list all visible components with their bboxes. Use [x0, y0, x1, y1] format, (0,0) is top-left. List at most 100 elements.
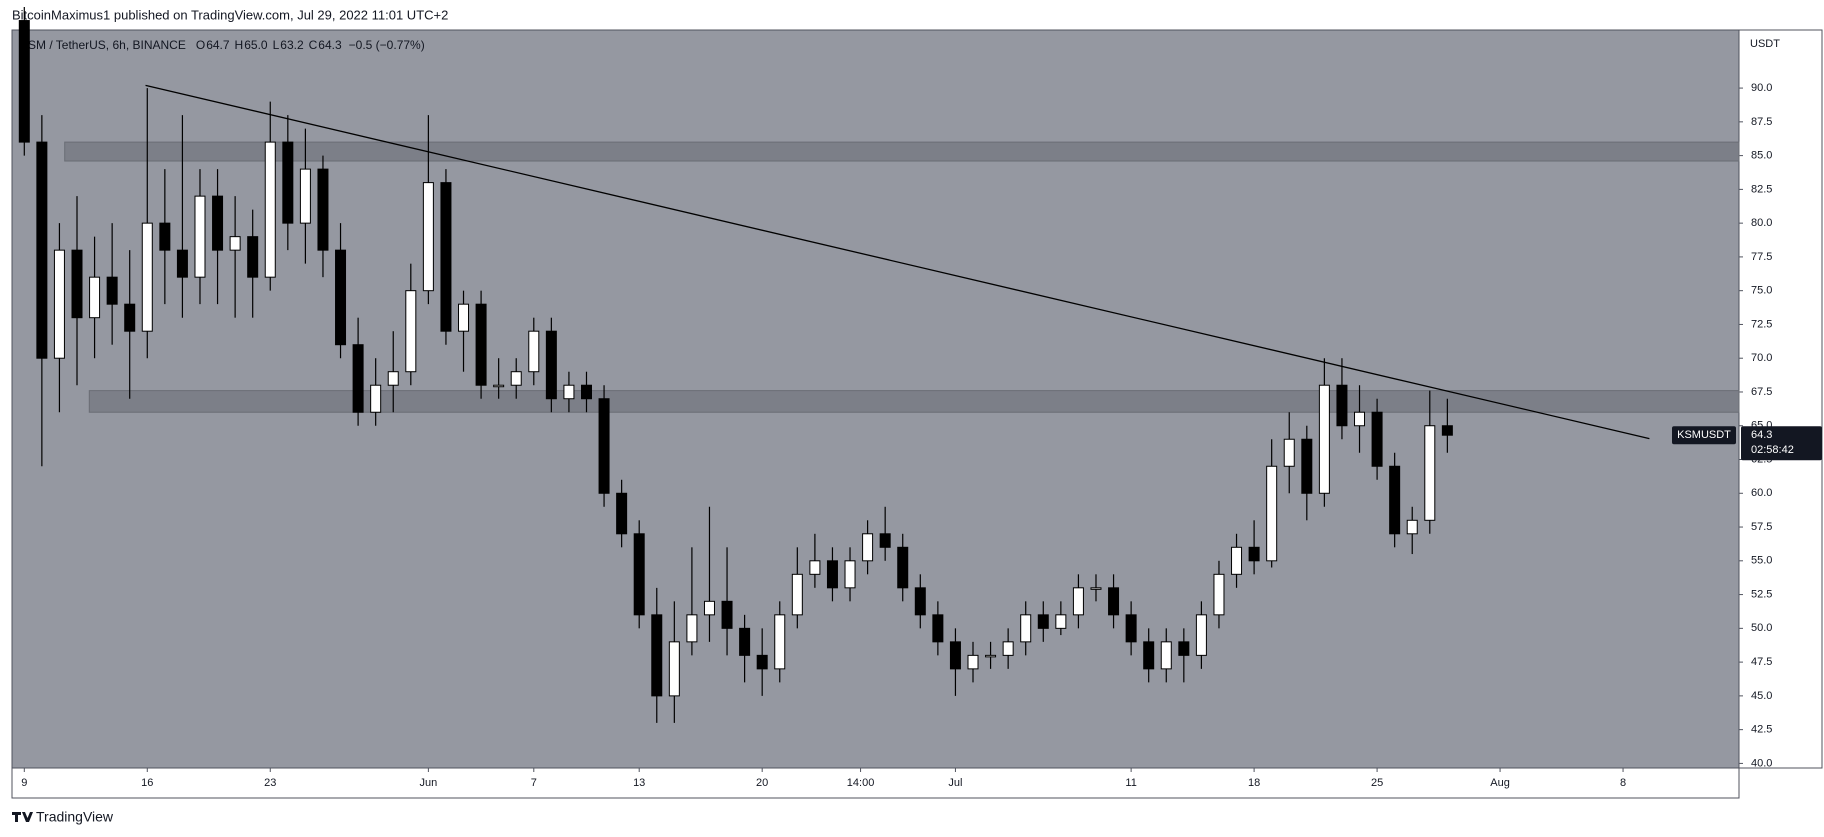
candle-body [18, 20, 30, 143]
candle-body [862, 533, 874, 562]
legend-key: C [309, 38, 318, 52]
legend-key: L [273, 38, 280, 52]
legend-change: −0.5 (−0.77%) [349, 38, 425, 52]
candle-body [1248, 546, 1260, 562]
candle-body [71, 249, 83, 319]
candle-body [141, 222, 153, 332]
candle-body [774, 614, 786, 670]
x-tick-label: Jul [948, 777, 962, 789]
candle-body [949, 641, 961, 670]
candle-body [36, 141, 48, 359]
x-tick-label: 18 [1248, 777, 1260, 789]
y-tick-label: 67.5 [1751, 386, 1772, 398]
candle-body [1195, 614, 1207, 656]
logo [12, 812, 33, 822]
candle-body [879, 533, 891, 548]
candle-body [616, 492, 628, 535]
time-axis [11, 767, 1740, 799]
y-tick-label: 57.5 [1751, 521, 1772, 533]
candle-body [1318, 384, 1330, 494]
candle-body [1072, 587, 1084, 616]
y-tick-label: 85.0 [1751, 150, 1772, 162]
candle-body [335, 249, 347, 346]
candle-body [176, 249, 188, 278]
candle-body [1125, 614, 1137, 643]
candle-body [1037, 614, 1049, 629]
candle-body [1301, 438, 1313, 494]
zone [64, 141, 1740, 162]
candle-body [493, 384, 505, 388]
candle-body [352, 344, 364, 413]
price-tag-value: 64.3 [1751, 429, 1772, 441]
x-tick-label: 8 [1620, 777, 1626, 789]
candle-body [458, 303, 470, 332]
candle-body [739, 627, 751, 656]
x-tick-label: 23 [264, 777, 276, 789]
x-tick-label: 16 [141, 777, 153, 789]
x-tick-label: Jun [420, 777, 438, 789]
candle-body [580, 384, 592, 400]
candle-body [721, 600, 733, 629]
candle-body [89, 276, 101, 319]
candle-body [317, 168, 329, 251]
candle-body [1354, 411, 1366, 427]
candle-body [1336, 384, 1348, 427]
y-tick-label: 47.5 [1751, 656, 1772, 668]
candle-body [1283, 438, 1295, 467]
candle-body [791, 573, 803, 616]
x-tick-label: 14:00 [847, 777, 875, 789]
candle-body [633, 533, 645, 616]
candle-body [1406, 519, 1418, 535]
legend: KSM / TetherUS, 6h, BINANCE O 64.7 H 65.0 L 6… [20, 38, 425, 52]
y-tick-label: 45.0 [1751, 690, 1772, 702]
legend-value: 63.2 [280, 38, 304, 52]
candle-body [563, 384, 575, 400]
y-tick-label: 50.0 [1751, 622, 1772, 634]
candle-body [1055, 614, 1067, 629]
candle-body [545, 330, 557, 400]
candle-body [914, 587, 926, 616]
candle-body [897, 546, 909, 589]
legend-key: H [235, 38, 244, 52]
x-tick-label: Aug [1490, 777, 1510, 789]
candle-body [387, 371, 399, 386]
x-tick-label: 25 [1371, 777, 1383, 789]
y-tick-label: 77.5 [1751, 251, 1772, 263]
candle-body [598, 398, 610, 494]
candle-body [229, 236, 241, 251]
price-tag-bg [1741, 426, 1822, 461]
candle-body [247, 236, 259, 278]
symbol: KSM / TetherUS, 6h, BINANCE [20, 38, 186, 52]
candle-body [1441, 425, 1453, 436]
candle-body [1389, 465, 1401, 535]
candle-body [159, 222, 171, 251]
candle-body [194, 195, 206, 278]
candle-body [1002, 641, 1014, 656]
y-tick-label: 52.5 [1751, 588, 1772, 600]
candle-body [1266, 465, 1278, 562]
trendline [145, 84, 1650, 440]
header: BitcoinMaximus1 published on TradingView… [12, 7, 448, 22]
legend-key: O [196, 38, 205, 52]
candle-body [932, 614, 944, 643]
candle-body [1231, 546, 1243, 575]
y-tick-label: 82.5 [1751, 183, 1772, 195]
candle-body [686, 614, 698, 643]
x-tick-label: 7 [531, 777, 537, 789]
candle-body [440, 182, 452, 332]
candle-body [1143, 641, 1155, 670]
candle-body [809, 560, 821, 575]
footer: TradingView [12, 809, 114, 825]
candle-body [264, 141, 276, 278]
y-axis-label: USDT [1750, 38, 1780, 50]
candle-body [967, 654, 979, 670]
candle-body [668, 641, 680, 697]
x-tick-label: 13 [633, 777, 645, 789]
y-tick-label: 42.5 [1751, 724, 1772, 736]
legend-value: 65.0 [244, 38, 268, 52]
candle-body [53, 249, 65, 359]
price-tag-name: KSMUSDT [1677, 429, 1731, 441]
candle-body [124, 303, 136, 332]
candle-body [1371, 411, 1383, 467]
candle-body [1108, 587, 1120, 616]
